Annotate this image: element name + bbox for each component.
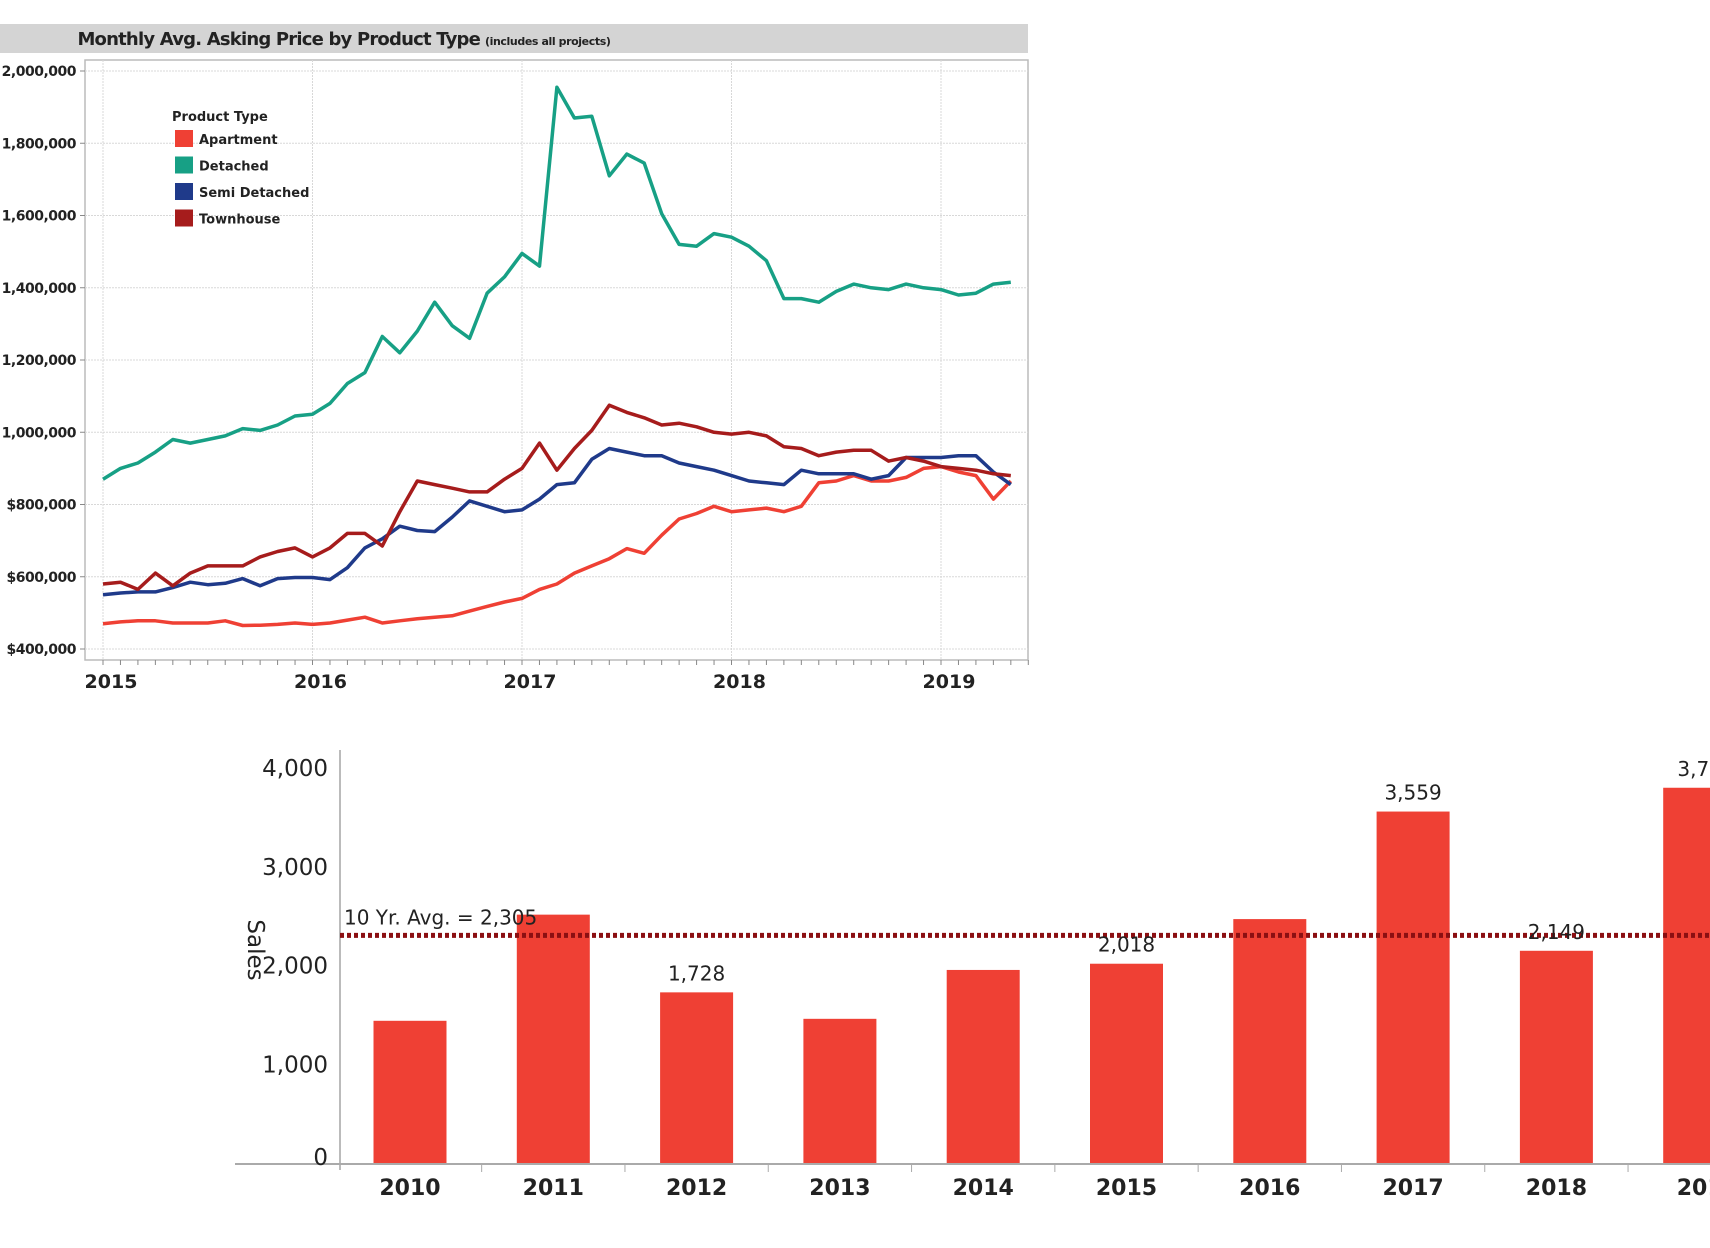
legend-label-townhouse: Townhouse xyxy=(199,213,281,228)
y-tick-label: 4,000 xyxy=(262,756,328,782)
x-tick-label: 2013 xyxy=(809,1176,870,1201)
legend-label-apartment: Apartment xyxy=(199,133,278,148)
x-tick-label: 2017 xyxy=(1382,1176,1443,1201)
x-tick-label: 2018 xyxy=(1526,1176,1587,1201)
bar-2011 xyxy=(516,914,590,1163)
legend-swatch-semi-detached xyxy=(175,183,193,200)
bar-data-label: 2,149 xyxy=(1528,920,1585,944)
series-line-semi-detached xyxy=(102,446,1012,597)
y-tick-label: 2,000,000 xyxy=(2,64,77,80)
y-tick-label: $600,000 xyxy=(6,570,76,586)
y-tick-label: 1,000,000 xyxy=(2,425,77,441)
x-tick-label: 2019 xyxy=(923,671,976,693)
legend: Product Type Apartment Detached Semi Detac… xyxy=(172,110,309,228)
y-tick-label: 1,800,000 xyxy=(2,136,77,152)
bar-2016 xyxy=(1233,919,1307,1163)
x-tick-label: 2014 xyxy=(953,1176,1014,1201)
bar-2014 xyxy=(946,969,1020,1163)
y-tick-label: $800,000 xyxy=(6,498,76,514)
legend-swatch-townhouse xyxy=(175,209,193,227)
bar-201 xyxy=(1663,787,1710,1163)
chart-subtitle: (includes all projects) xyxy=(485,35,611,48)
x-tick-label: 2011 xyxy=(523,1176,584,1201)
series-line-townhouse xyxy=(102,403,1011,592)
series-line-detached xyxy=(102,85,1011,481)
y-axis-label: Sales xyxy=(242,919,268,980)
bar-2018 xyxy=(1519,950,1593,1163)
bar-chart: 0 1,000 2,000 3,000 4,000 2010 2011 2012 2013 20… xyxy=(235,750,1710,1201)
y-tick-label: 1,600,000 xyxy=(2,209,77,225)
legend-label-detached: Detached xyxy=(199,160,269,175)
y-tick-label: 2,000 xyxy=(262,954,328,980)
y-tick-label: 3,000 xyxy=(262,855,328,881)
legend-label-semi-detached: Semi Detached xyxy=(199,186,309,201)
bar-2012 xyxy=(660,992,734,1163)
y-tick-label: 1,400,000 xyxy=(2,281,77,297)
chart-title: Monthly Avg. Asking Price by Product Typ… xyxy=(77,29,480,50)
x-tick-label: 201 xyxy=(1677,1176,1710,1201)
bar-2017 xyxy=(1376,811,1450,1163)
legend-title: Product Type xyxy=(172,110,268,125)
bar-2015 xyxy=(1090,963,1163,1163)
x-tick-label: 2012 xyxy=(666,1176,727,1201)
title-bar xyxy=(0,24,1028,53)
legend-swatch-apartment xyxy=(175,130,193,147)
x-tick-label: 2010 xyxy=(379,1176,440,1201)
bar-2010 xyxy=(373,1020,447,1163)
y-tick-label: 1,000 xyxy=(262,1052,328,1078)
line-chart: Monthly Avg. Asking Price by Product Typ… xyxy=(0,24,1029,693)
bar-data-label: 2,018 xyxy=(1098,933,1155,957)
x-tick-label: 2016 xyxy=(294,671,347,693)
x-tick-label: 2015 xyxy=(1096,1176,1157,1201)
x-tick-label: 2016 xyxy=(1239,1176,1300,1201)
bar-2013 xyxy=(803,1018,877,1163)
bar-data-label: 3,559 xyxy=(1384,781,1441,805)
bar-data-label: 1,728 xyxy=(668,961,725,985)
average-label: 10 Yr. Avg. = 2,305 xyxy=(344,905,537,929)
x-tick-label: 2018 xyxy=(713,671,766,693)
y-tick-label: 1,200,000 xyxy=(2,353,77,369)
y-tick-label: 0 xyxy=(313,1145,328,1171)
y-tick-label: $400,000 xyxy=(6,642,76,658)
x-tick-label: 2017 xyxy=(504,671,557,693)
legend-swatch-detached xyxy=(175,156,193,174)
bar-data-label: 3,79 xyxy=(1677,757,1710,781)
x-tick-label: 2015 xyxy=(85,671,138,693)
